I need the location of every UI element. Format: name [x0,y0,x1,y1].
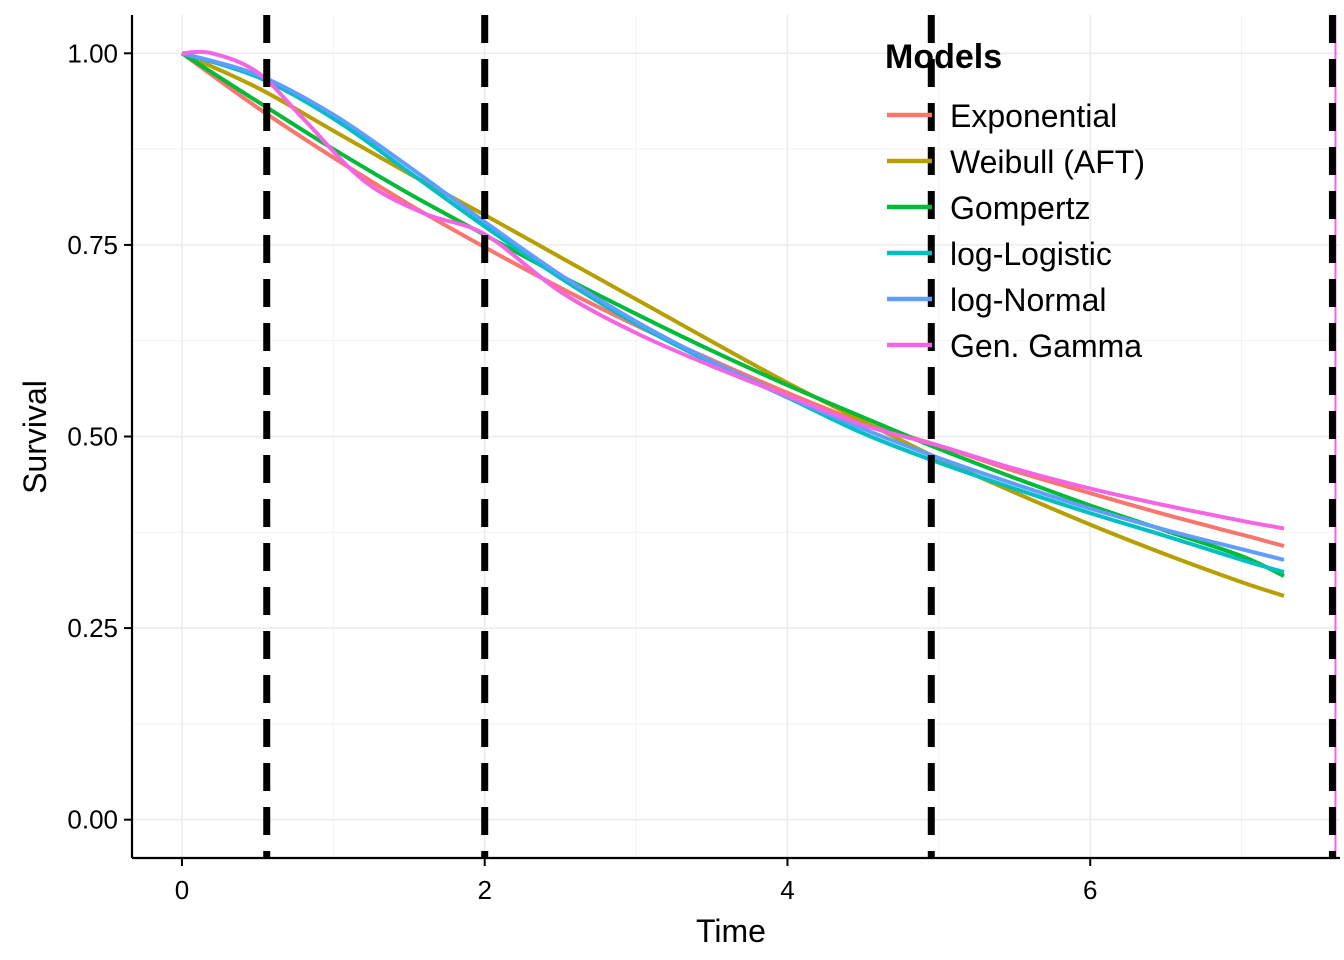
legend-label: log-Logistic [950,236,1112,272]
x-axis-title: Time [696,913,766,949]
series-line-gen-gamma [181,49,1285,531]
x-tick-label: 2 [477,875,491,905]
series-line-weibull-aft [181,51,1285,598]
series-line-gompertz [180,51,1285,578]
gridlines [132,15,1340,858]
survival-curves [180,49,1285,598]
x-tick-label: 6 [1083,875,1097,905]
y-tick-label: 0.00 [67,805,118,835]
legend-label: Weibull (AFT) [950,144,1145,180]
y-tick-label: 1.00 [67,38,118,68]
x-tick-label: 4 [780,875,794,905]
reference-lines [263,15,1337,858]
legend-label: log-Normal [950,282,1106,318]
axis-ticks: 0 2 4 6 0.00 0.25 0.50 0.75 1.00 [67,38,1097,905]
legend-label: Exponential [950,98,1117,134]
y-tick-label: 0.25 [67,613,118,643]
y-tick-label: 0.75 [67,230,118,260]
y-tick-label: 0.50 [67,422,118,452]
legend-label: Gen. Gamma [950,328,1142,364]
legend-title: Models [885,38,1002,76]
x-tick-label: 0 [175,875,189,905]
legend: Models Exponential Weibull (AFT) Gompertz l… [885,38,1145,364]
series-line-log-normal [181,51,1285,562]
y-axis-title: Survival [17,380,53,494]
legend-label: Gompertz [950,190,1090,226]
